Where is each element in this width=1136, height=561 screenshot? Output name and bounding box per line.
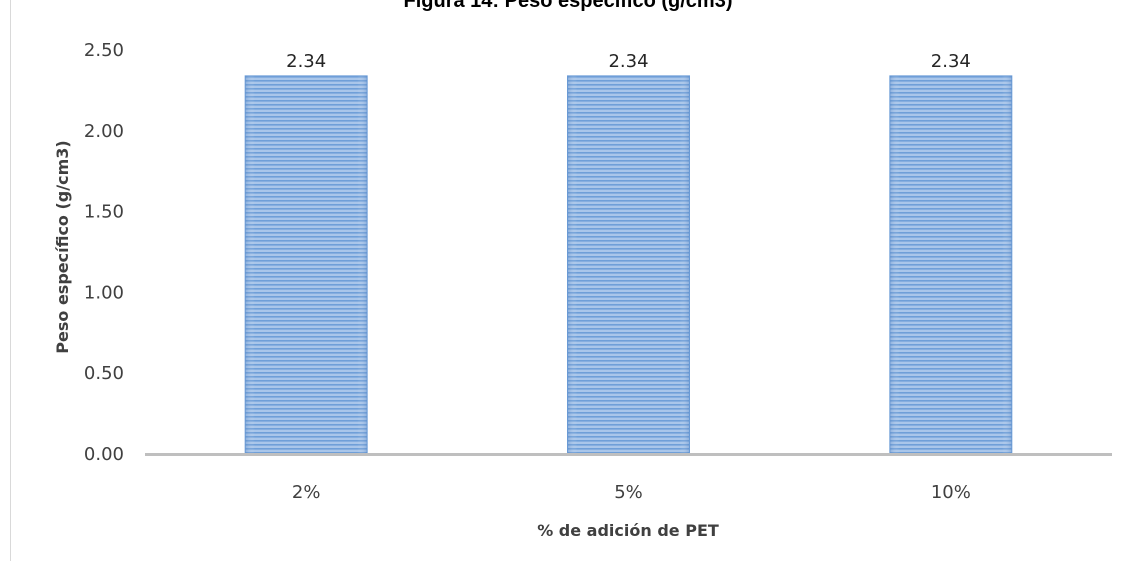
x-axis-ticks: 2% 5% 10% — [292, 482, 971, 503]
x-tick-label: 10% — [931, 482, 971, 503]
y-tick-label: 1.50 — [84, 202, 124, 223]
y-tick-label: 1.00 — [84, 282, 124, 303]
y-tick-label: 0.50 — [84, 363, 124, 384]
y-tick-label: 0.00 — [84, 444, 124, 465]
bar-data-label: 2.34 — [608, 51, 648, 72]
chart-title: Figura 14: Peso específico (g/cm3) — [403, 0, 733, 12]
bars — [244, 75, 1013, 455]
y-tick-label: 2.00 — [84, 121, 124, 142]
bar-shading — [889, 75, 1012, 454]
y-tick-label: 2.50 — [84, 40, 124, 61]
y-axis-label: Peso específico (g/cm3) — [53, 140, 72, 353]
bar-shading — [245, 75, 368, 454]
bar-data-label: 2.34 — [931, 51, 971, 72]
bar-data-label: 2.34 — [286, 51, 326, 72]
x-tick-label: 2% — [292, 482, 321, 503]
y-axis-ticks: 0.00 0.50 1.00 1.50 2.00 2.50 — [84, 40, 124, 465]
bar-shading — [567, 75, 690, 454]
x-axis-label: % de adición de PET — [537, 521, 719, 540]
x-tick-label: 5% — [614, 482, 643, 503]
data-labels: 2.34 2.34 2.34 — [286, 51, 971, 72]
